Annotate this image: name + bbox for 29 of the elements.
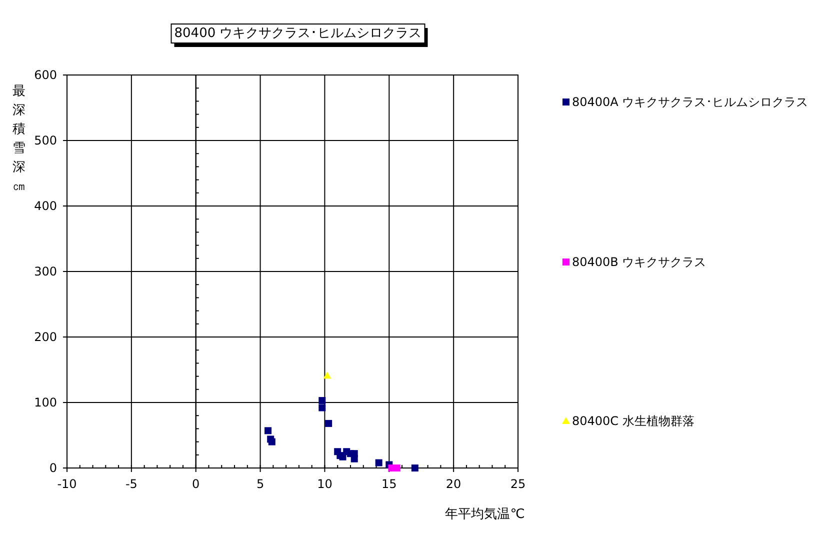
y-axis-title: 最深積雪深㎝ [12, 84, 26, 194]
x-tick-label: 5 [256, 477, 264, 491]
point [350, 455, 358, 462]
x-tick-label: 10 [317, 477, 332, 491]
point [268, 438, 276, 446]
point [325, 420, 332, 427]
point [264, 427, 272, 434]
y-tick-label: 500 [34, 134, 57, 148]
y-tick-label: 0 [49, 461, 57, 475]
y-tick-label: 200 [34, 330, 57, 344]
point [411, 464, 418, 472]
x-tick-label: -5 [125, 477, 138, 491]
point [375, 459, 382, 466]
x-tick-label: -10 [57, 477, 77, 491]
legend-label: 80400A ウキクサクラス･ヒルムシロクラス [572, 95, 808, 109]
x-tick-label: 0 [192, 477, 200, 491]
chart-title: 80400 ウキクサクラス･ヒルムシロクラス [174, 26, 422, 41]
y-tick-label: 600 [34, 68, 57, 82]
y-tick-label: 100 [34, 396, 57, 410]
x-tick-label: 15 [382, 477, 397, 491]
y-tick-label: 400 [34, 199, 57, 213]
x-tick-label: 20 [446, 477, 462, 491]
legend-label: 80400B ウキクサクラス [572, 255, 706, 269]
y-tick-label: 300 [34, 264, 57, 278]
legend-label: 80400C 水生植物群落 [572, 414, 694, 428]
point [318, 404, 326, 412]
point [318, 397, 326, 404]
x-tick-label: 25 [510, 477, 526, 491]
x-axis-title: 年平均気温℃ [445, 507, 525, 522]
